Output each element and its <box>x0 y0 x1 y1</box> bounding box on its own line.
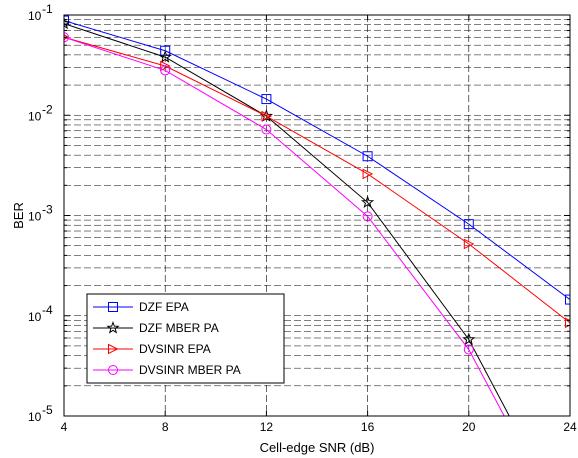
legend-label: DZF MBER PA <box>139 321 219 335</box>
legend-label: DZF EPA <box>139 300 189 314</box>
y-tick-label-base: 10 <box>28 109 42 123</box>
y-tick-label-exponent: -2 <box>42 102 53 116</box>
y-tick-label: 10 -2 <box>28 102 53 123</box>
x-tick-label: 24 <box>563 420 577 434</box>
y-tick-label-exponent: -3 <box>42 203 53 217</box>
series-dzf-epa <box>60 16 575 304</box>
x-tick-label: 16 <box>361 420 375 434</box>
y-tick-label-exponent: -4 <box>42 303 53 317</box>
y-tick-label: 10 -3 <box>28 203 53 224</box>
x-axis-label: Cell-edge SNR (dB) <box>260 440 375 455</box>
x-tick-label: 20 <box>462 420 476 434</box>
legend-label: DVSINR MBER PA <box>139 363 241 377</box>
y-tick-label: 10 -4 <box>28 303 53 324</box>
legend: DZF EPA DZF MBER PA DVSINR EPA DVSINR MBER … <box>87 294 284 383</box>
series-line <box>64 37 570 323</box>
y-tick-label-base: 10 <box>28 210 42 224</box>
x-tick-label: 8 <box>162 420 169 434</box>
y-tick-label-base: 10 <box>28 9 42 23</box>
y-tick-label-exponent: -5 <box>42 403 53 417</box>
y-tick-label: 10 -1 <box>28 2 53 23</box>
x-tick-labels: 4 8 12 16 20 24 <box>61 420 577 434</box>
y-axis-label: BER <box>11 202 26 229</box>
y-tick-label-exponent: -1 <box>42 2 53 16</box>
y-tick-labels: 10-510-410-310-210-1 <box>28 2 53 424</box>
legend-label: DVSINR EPA <box>139 342 211 356</box>
series-dvsinr-epa <box>60 33 575 328</box>
y-tick-label-base: 10 <box>28 310 42 324</box>
x-tick-label: 4 <box>61 420 68 434</box>
y-tick-label: 10 -5 <box>28 403 53 424</box>
x-tick-label: 12 <box>260 420 274 434</box>
y-tick-label-base: 10 <box>28 410 42 424</box>
